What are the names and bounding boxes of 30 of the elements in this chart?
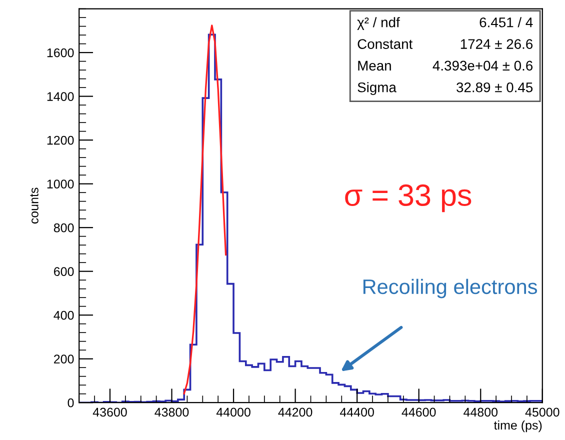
annotation: 1724 ± 26.6 [460,39,533,49]
annotation: 4.393e+04 ± 0.6 [432,60,533,71]
annotation: 6.451 / 4 [480,17,533,28]
x-tick-label: 44200 [278,408,312,417]
y-tick-label: 1600 [47,48,74,58]
y-tick-label: 400 [54,310,74,320]
annotation: σ = 33 ps [345,184,472,212]
y-tick-label: 1400 [47,92,74,101]
y-tick-label: 800 [54,223,74,232]
y-tick-label: 200 [54,354,74,364]
x-tick-label: 45000 [525,408,560,417]
line-series [183,24,227,394]
x-tick-label: 44800 [464,408,498,417]
y-axis-title: counts [30,188,38,224]
annotation: χ² / ndf [357,17,400,30]
x-tick-label: 44600 [402,408,436,417]
x-tick-label: 44400 [340,408,374,417]
annotation: 32.89 ± 0.45 [456,82,533,92]
x-tick-label: 44000 [216,408,250,417]
x-axis-title: time (ps) [494,420,542,432]
annotation: Constant [358,39,413,49]
y-tick-label: 0 [68,398,74,408]
y-tick-label: 1200 [47,136,74,145]
y-tick-label: 600 [54,267,74,276]
x-tick-label: 43600 [92,408,127,417]
annotation: Mean [358,60,391,71]
annotation: Recoiling electrons [363,278,538,298]
x-tick-label: 43800 [154,408,189,417]
annotation: Sigma [358,82,396,96]
y-tick-label: 1000 [47,180,74,188]
